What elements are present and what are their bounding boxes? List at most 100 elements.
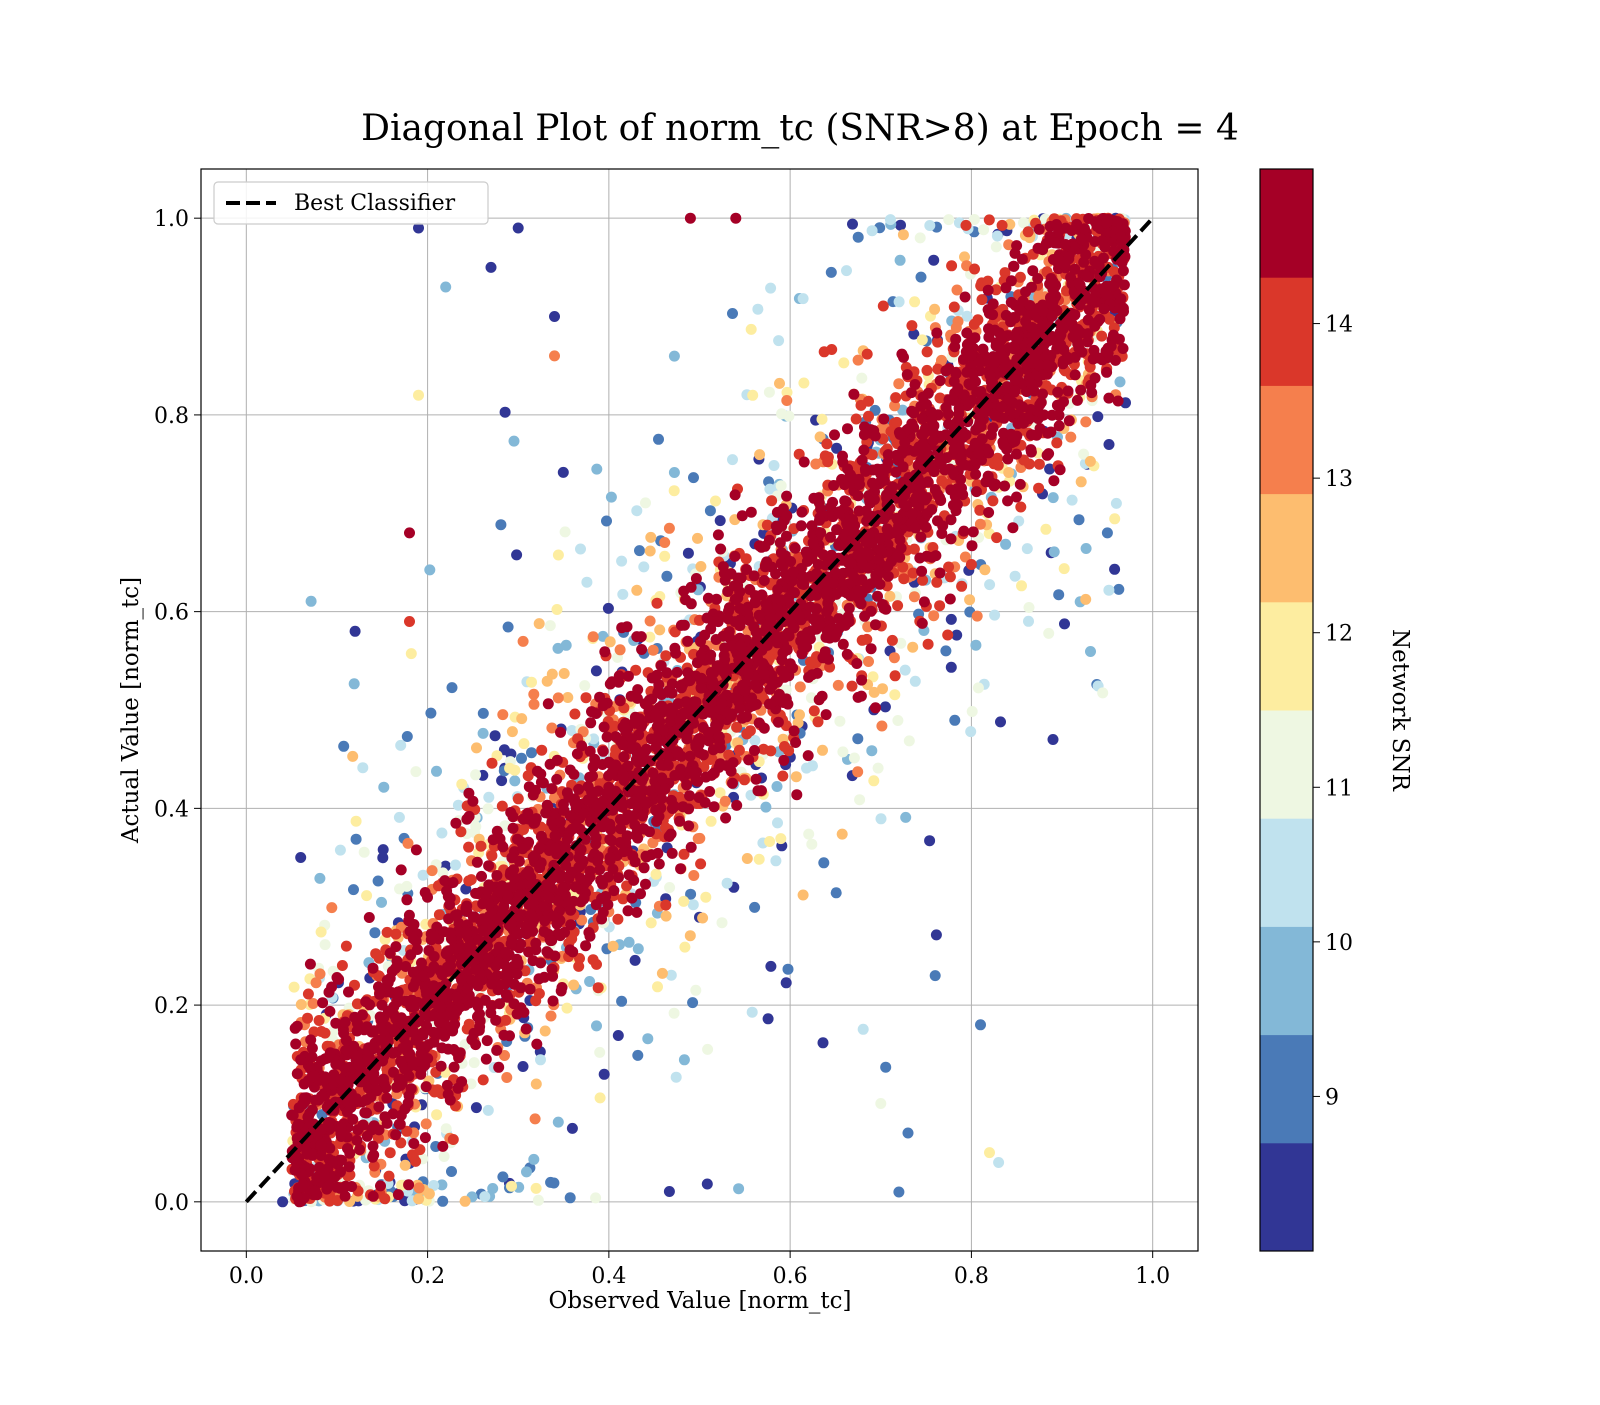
scatter-point bbox=[747, 1007, 758, 1018]
scatter-point bbox=[683, 548, 694, 559]
scatter-point bbox=[645, 532, 656, 543]
scatter-point bbox=[946, 662, 957, 673]
scatter-point bbox=[838, 639, 849, 650]
scatter-point bbox=[314, 1015, 325, 1026]
scatter-point bbox=[528, 1154, 539, 1165]
scatter-point bbox=[1059, 563, 1070, 574]
scatter-point bbox=[324, 987, 335, 998]
scatter-point bbox=[917, 334, 928, 345]
scatter-point bbox=[349, 678, 360, 689]
scatter-point bbox=[779, 741, 790, 752]
scatter-point bbox=[290, 1039, 301, 1050]
scatter-point bbox=[536, 745, 547, 756]
scatter-point bbox=[734, 745, 745, 756]
scatter-point bbox=[421, 1118, 432, 1129]
scatter-point bbox=[652, 598, 663, 609]
scatter-point bbox=[718, 631, 729, 642]
scatter-point bbox=[891, 417, 902, 428]
scatter-point bbox=[1022, 543, 1033, 554]
scatter-point bbox=[1103, 585, 1114, 596]
scatter-point bbox=[311, 977, 322, 988]
scatter-point bbox=[424, 1188, 435, 1199]
scatter-point bbox=[934, 600, 945, 611]
scatter-point bbox=[984, 1147, 995, 1158]
scatter-point bbox=[575, 544, 586, 555]
scatter-point bbox=[903, 1128, 914, 1139]
scatter-point bbox=[993, 1157, 1004, 1168]
scatter-point bbox=[940, 365, 951, 376]
scatter-point bbox=[729, 551, 740, 562]
scatter-point bbox=[773, 335, 784, 346]
scatter-point bbox=[968, 526, 979, 537]
scatter-point bbox=[406, 648, 417, 659]
scatter-point bbox=[844, 603, 855, 614]
scatter-point bbox=[277, 1196, 288, 1207]
scatter-point bbox=[890, 392, 901, 403]
scatter-point bbox=[351, 834, 362, 845]
scatter-point bbox=[586, 787, 597, 798]
scatter-point bbox=[557, 883, 568, 894]
scatter-point bbox=[1085, 380, 1096, 391]
scatter-point bbox=[640, 879, 651, 890]
scatter-point bbox=[995, 716, 1006, 727]
scatter-point bbox=[595, 1092, 606, 1103]
scatter-point bbox=[486, 850, 497, 861]
scatter-point bbox=[630, 955, 641, 966]
scatter-point bbox=[530, 1113, 541, 1124]
scatter-point bbox=[441, 1123, 452, 1134]
scatter-point bbox=[342, 1143, 353, 1154]
scatter-point bbox=[373, 876, 384, 887]
scatter-point bbox=[474, 1025, 485, 1036]
scatter-point bbox=[720, 796, 731, 807]
scatter-point bbox=[599, 646, 610, 657]
scatter-point bbox=[463, 842, 474, 853]
scatter-point bbox=[404, 527, 415, 538]
scatter-point bbox=[483, 803, 494, 814]
scatter-point bbox=[562, 1003, 573, 1014]
scatter-point bbox=[859, 611, 870, 622]
scatter-point bbox=[661, 911, 672, 922]
scatter-point bbox=[864, 496, 875, 507]
scatter-point bbox=[476, 841, 487, 852]
scatter-point bbox=[991, 241, 1002, 252]
scatter-point bbox=[890, 670, 901, 681]
scatter-point bbox=[964, 594, 975, 605]
scatter-point bbox=[817, 414, 828, 425]
scatter-point bbox=[858, 1024, 869, 1035]
scatter-point bbox=[368, 963, 379, 974]
scatter-point bbox=[531, 1183, 542, 1194]
scatter-point bbox=[623, 905, 634, 916]
scatter-point bbox=[413, 390, 424, 401]
scatter-point bbox=[1109, 564, 1120, 575]
scatter-point bbox=[472, 857, 483, 868]
scatter-point bbox=[695, 561, 706, 572]
scatter-point bbox=[838, 357, 849, 368]
scatter-point bbox=[967, 706, 978, 717]
scatter-point bbox=[928, 610, 939, 621]
scatter-point bbox=[790, 737, 801, 748]
scatter-point bbox=[565, 905, 576, 916]
scatter-point bbox=[997, 220, 1008, 231]
scatter-point bbox=[923, 639, 934, 650]
scatter-point bbox=[966, 559, 977, 570]
scatter-point bbox=[483, 879, 494, 890]
scatter-point bbox=[431, 1109, 442, 1120]
scatter-point bbox=[406, 1083, 417, 1094]
scatter-point bbox=[424, 564, 435, 575]
scatter-point bbox=[640, 497, 651, 508]
scatter-point bbox=[581, 577, 592, 588]
scatter-point bbox=[487, 1183, 498, 1194]
scatter-point bbox=[700, 892, 711, 903]
scatter-point bbox=[652, 670, 663, 681]
scatter-point bbox=[288, 1110, 299, 1121]
scatter-point bbox=[774, 378, 785, 389]
scatter-point bbox=[573, 784, 584, 795]
scatter-point bbox=[1016, 580, 1027, 591]
scatter-point bbox=[863, 656, 874, 667]
scatter-point bbox=[608, 941, 619, 952]
scatter-point bbox=[518, 824, 529, 835]
scatter-point bbox=[347, 1114, 358, 1125]
scatter-point bbox=[302, 1013, 313, 1024]
scatter-point bbox=[900, 812, 911, 823]
scatter-point bbox=[428, 961, 439, 972]
